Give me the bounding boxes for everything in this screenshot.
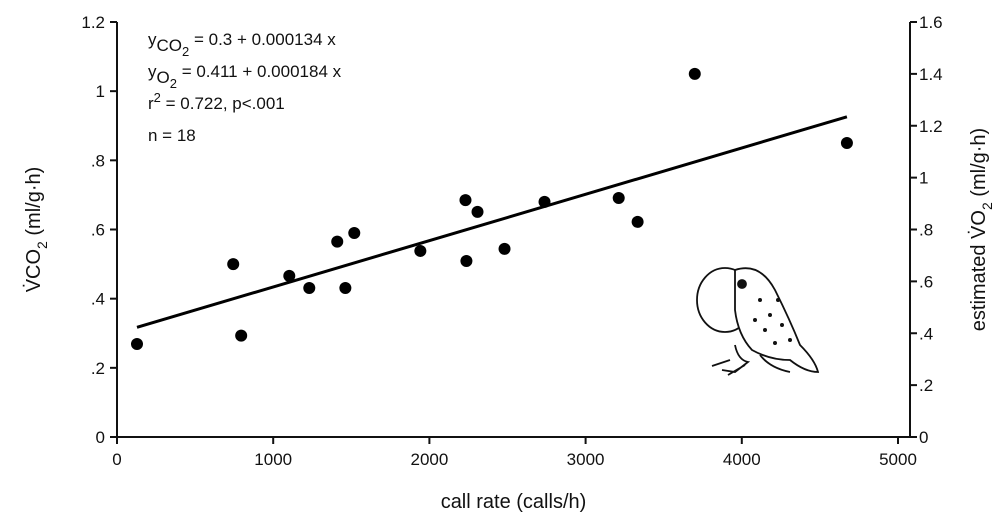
y2-tick-label: .4: [919, 324, 933, 343]
data-point: [538, 195, 551, 208]
y-axis-label-part: (ml/g·h): [23, 167, 45, 241]
y-tick-label: .4: [91, 290, 105, 309]
y-tick-label: 1: [96, 82, 105, 101]
data-point: [498, 242, 511, 255]
annotation-part: 2: [182, 44, 189, 59]
data-point: [688, 67, 701, 80]
y2-tick-label: 0: [919, 428, 928, 447]
data-point: [348, 226, 361, 239]
x-tick-label: 0: [112, 450, 121, 469]
data-point: [235, 329, 248, 342]
y2-axis-label-part: (ml/g·h): [968, 128, 990, 202]
fit-line: [136, 115, 848, 329]
y2-axis-label-part: estimated V̇O: [968, 210, 990, 331]
annotation: yCO2 = 0.3 + 0.000134 x: [148, 30, 336, 59]
annotation-part: 2: [170, 76, 177, 91]
data-point: [460, 254, 473, 267]
annotation-part: = 0.3 + 0.000134 x: [189, 30, 336, 49]
annotation: n = 18: [148, 126, 196, 145]
data-point: [331, 235, 344, 248]
x-tick-label: 4000: [723, 450, 761, 469]
annotation-part: n = 18: [148, 126, 196, 145]
y-tick-label: .8: [91, 151, 105, 170]
annotation-part: = 0.722, p<.001: [161, 94, 285, 113]
y2-tick-label: 1.2: [919, 117, 943, 136]
frog-illustration: [696, 267, 820, 376]
annotation-part: CO: [157, 36, 183, 55]
annotation-part: r: [148, 94, 154, 113]
data-point: [283, 269, 296, 282]
data-point: [303, 281, 316, 294]
y2-tick-label: 1: [919, 169, 928, 188]
data-point: [471, 205, 484, 218]
annotation-part: y: [148, 30, 157, 49]
y-tick-label: .6: [91, 221, 105, 240]
annotation-part: y: [148, 62, 157, 81]
data-point: [631, 215, 644, 228]
y2-tick-label: .8: [919, 221, 933, 240]
annotation-part: = 0.411 + 0.000184 x: [177, 62, 342, 81]
x-axis-label: call rate (calls/h): [441, 491, 587, 513]
data-point: [459, 194, 472, 207]
annotation: r2 = 0.722, p<.001: [148, 90, 285, 113]
y-axis-label-part: V̇CO: [23, 249, 45, 292]
y-axis-label-part: 2: [34, 241, 50, 249]
y-axis-label: V̇CO2 (ml/g·h): [23, 167, 50, 293]
data-point: [130, 337, 143, 350]
y2-tick-label: .2: [919, 376, 933, 395]
x-tick-label: 1000: [254, 450, 292, 469]
annotation-part: 2: [154, 90, 161, 105]
x-tick-label: 5000: [879, 450, 917, 469]
y2-axis-label: estimated V̇O2 (ml/g·h): [968, 128, 995, 331]
data-point: [339, 281, 352, 294]
data-point: [227, 258, 240, 271]
x-tick-label: 2000: [410, 450, 448, 469]
annotation: yO2 = 0.411 + 0.000184 x: [148, 62, 342, 91]
data-point: [840, 137, 853, 150]
x-tick-label: 3000: [567, 450, 605, 469]
y2-axis-label-part: 2: [979, 202, 995, 210]
data-point: [414, 244, 427, 257]
y-tick-label: 0: [96, 428, 105, 447]
y2-tick-label: 1.4: [919, 65, 943, 84]
y2-tick-label: 1.6: [919, 13, 943, 32]
data-point: [612, 192, 625, 205]
y2-tick-label: .6: [919, 272, 933, 291]
y-tick-label: 1.2: [81, 13, 105, 32]
annotation-part: O: [157, 68, 170, 87]
y-tick-label: .2: [91, 359, 105, 378]
